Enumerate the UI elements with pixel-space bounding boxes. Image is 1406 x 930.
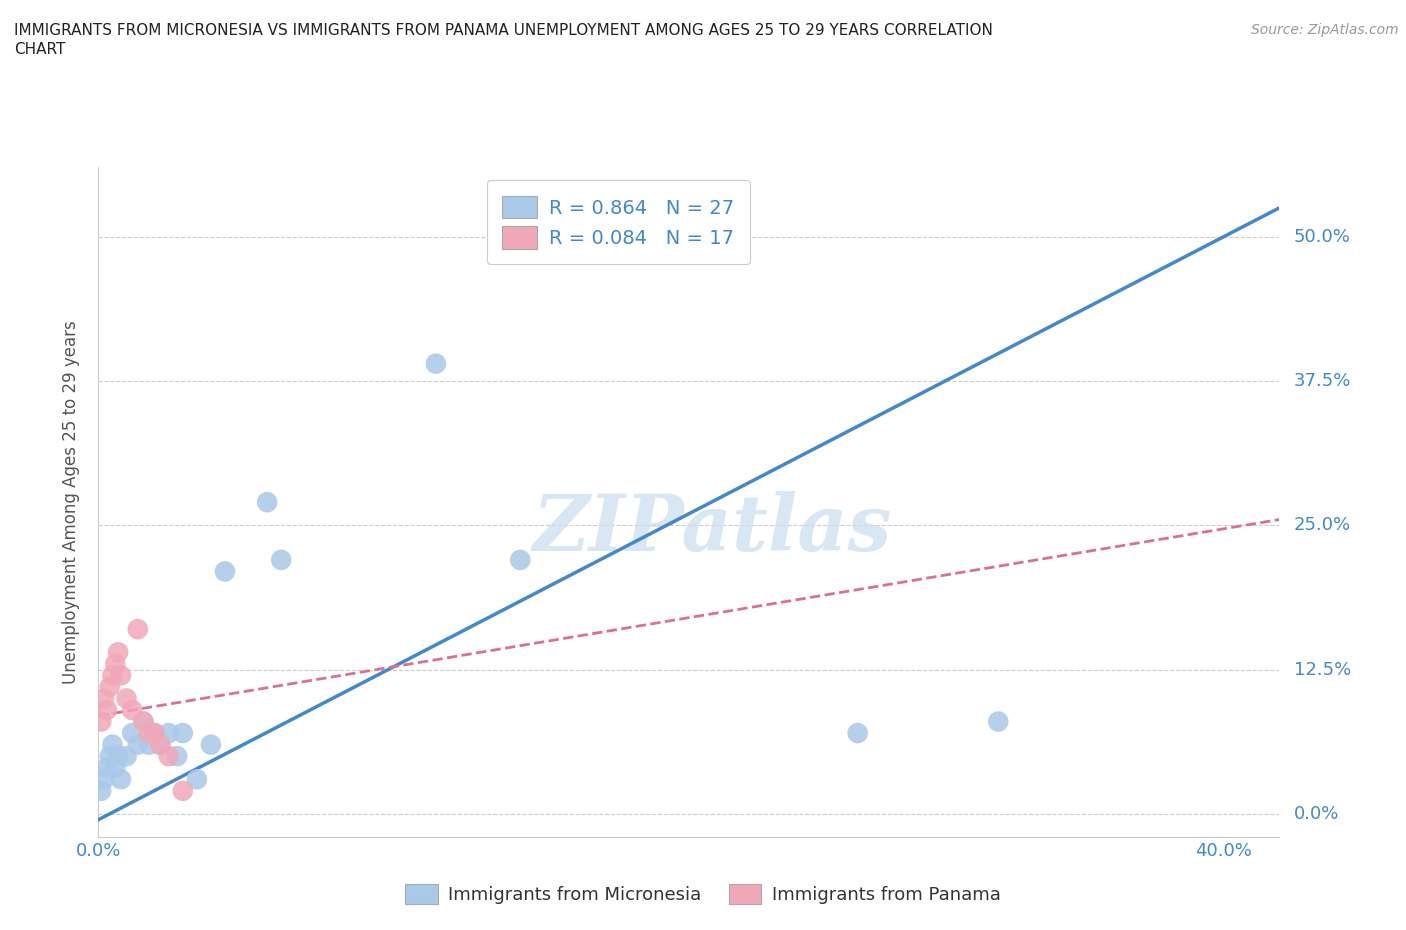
Text: 50.0%: 50.0%	[1294, 228, 1350, 246]
Point	[110, 772, 132, 787]
Point	[157, 749, 180, 764]
Point	[270, 552, 292, 567]
Point	[115, 749, 138, 764]
Point	[509, 552, 531, 567]
Point	[143, 725, 166, 740]
Point	[138, 725, 160, 740]
Text: 25.0%: 25.0%	[1294, 516, 1351, 535]
Point	[149, 737, 172, 752]
Point	[98, 680, 121, 695]
Point	[149, 737, 172, 752]
Point	[104, 761, 127, 776]
Point	[172, 725, 194, 740]
Point	[96, 702, 118, 717]
Text: ZIPatlas: ZIPatlas	[533, 491, 893, 567]
Point	[138, 737, 160, 752]
Point	[987, 714, 1010, 729]
Point	[115, 691, 138, 706]
Point	[166, 749, 188, 764]
Point	[127, 737, 149, 752]
Point	[256, 495, 278, 510]
Point	[101, 737, 124, 752]
Text: IMMIGRANTS FROM MICRONESIA VS IMMIGRANTS FROM PANAMA UNEMPLOYMENT AMONG AGES 25 : IMMIGRANTS FROM MICRONESIA VS IMMIGRANTS…	[14, 23, 993, 38]
Point	[200, 737, 222, 752]
Point	[121, 725, 143, 740]
Point	[425, 356, 447, 371]
Point	[172, 783, 194, 798]
Point	[90, 783, 112, 798]
Legend: R = 0.864   N = 27, R = 0.084   N = 17: R = 0.864 N = 27, R = 0.084 N = 17	[486, 180, 749, 264]
Text: 0.0%: 0.0%	[1294, 804, 1339, 823]
Point	[132, 714, 155, 729]
Point	[143, 725, 166, 740]
Point	[214, 564, 236, 578]
Point	[121, 702, 143, 717]
Point	[107, 749, 129, 764]
Y-axis label: Unemployment Among Ages 25 to 29 years: Unemployment Among Ages 25 to 29 years	[62, 320, 80, 684]
Point	[104, 657, 127, 671]
Text: Source: ZipAtlas.com: Source: ZipAtlas.com	[1251, 23, 1399, 37]
Text: 37.5%: 37.5%	[1294, 372, 1351, 390]
Point	[107, 644, 129, 659]
Text: 12.5%: 12.5%	[1294, 660, 1351, 679]
Point	[157, 725, 180, 740]
Legend: Immigrants from Micronesia, Immigrants from Panama: Immigrants from Micronesia, Immigrants f…	[398, 876, 1008, 911]
Point	[90, 714, 112, 729]
Point	[98, 749, 121, 764]
Point	[96, 761, 118, 776]
Point	[132, 714, 155, 729]
Point	[846, 725, 869, 740]
Point	[93, 772, 115, 787]
Point	[101, 668, 124, 683]
Point	[127, 622, 149, 637]
Point	[186, 772, 208, 787]
Point	[110, 668, 132, 683]
Point	[93, 691, 115, 706]
Text: CHART: CHART	[14, 42, 66, 57]
